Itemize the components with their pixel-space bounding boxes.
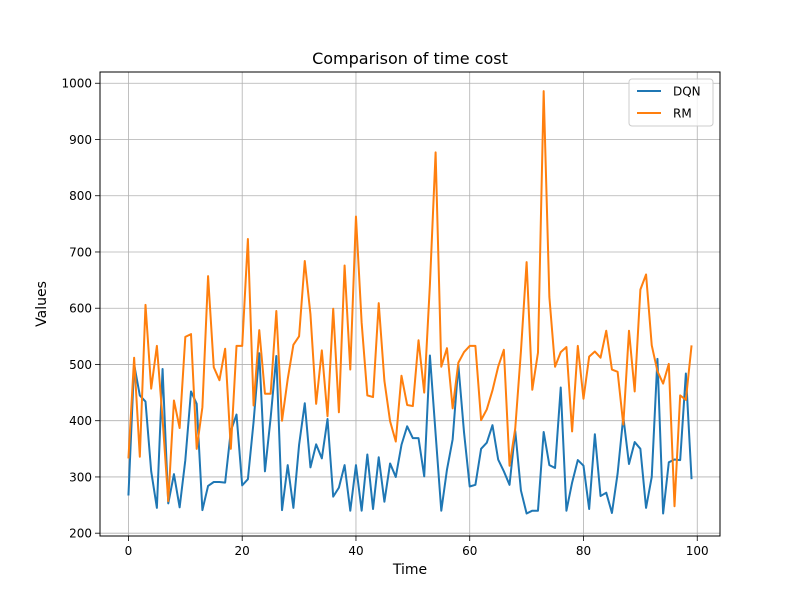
- x-axis-label: Time: [392, 562, 427, 578]
- plot-frame: [99, 71, 721, 537]
- y-tick-label: 900: [69, 133, 92, 147]
- series-layer: [127, 90, 693, 515]
- x-tick-label: 20: [235, 544, 250, 558]
- chart-title: Comparison of time cost: [312, 49, 508, 68]
- x-tick-label: 0: [125, 544, 133, 558]
- y-tick-label: 500: [69, 358, 92, 372]
- legend-label-dqn: DQN: [673, 85, 701, 99]
- x-tick-label: 80: [576, 544, 591, 558]
- y-axis: 200 300 400 500 600 700 800 900 1000: [61, 77, 100, 541]
- y-tick-label: 400: [69, 414, 92, 428]
- x-tick-label: 100: [686, 544, 709, 558]
- y-tick-label: 600: [69, 302, 92, 316]
- x-axis: 0 20 40 60 80 100: [125, 536, 709, 558]
- y-tick-label: 800: [69, 189, 92, 203]
- series-line-rm: [127, 90, 693, 508]
- grid-lines: [100, 72, 720, 536]
- legend-label-rm: RM: [673, 107, 692, 121]
- x-tick-label: 60: [462, 544, 477, 558]
- series-line-dqn: [127, 352, 693, 515]
- y-tick-label: 700: [69, 245, 92, 259]
- y-tick-label: 300: [69, 470, 92, 484]
- x-tick-label: 40: [348, 544, 363, 558]
- y-tick-label: 200: [69, 527, 92, 541]
- y-axis-label: Values: [34, 281, 50, 327]
- legend: DQN RM: [628, 78, 714, 127]
- y-tick-label: 1000: [61, 77, 92, 91]
